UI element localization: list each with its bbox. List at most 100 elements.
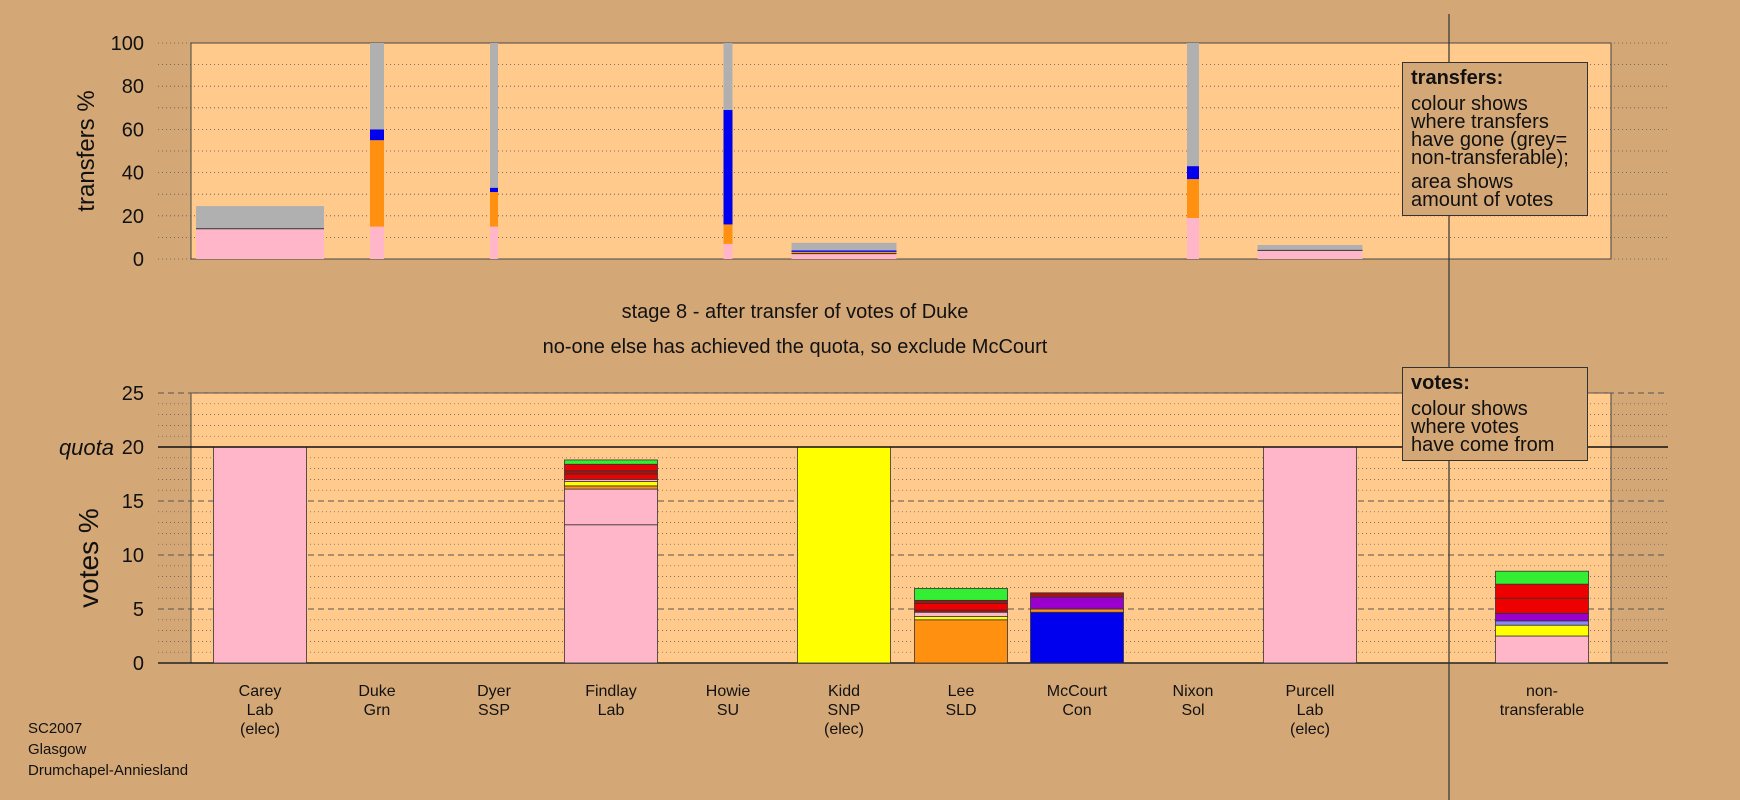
- transfers-tick-label: 60: [122, 119, 144, 141]
- candidate-label: SU: [717, 702, 739, 719]
- vote-bar-segment: [1495, 612, 1589, 622]
- transfers-chart: 0 20 40 60 80 100 transfers %: [73, 33, 1668, 271]
- candidate-label: SLD: [945, 702, 976, 719]
- votes-legend-line: colour shows: [1411, 398, 1528, 420]
- candidate-label: Purcell: [1286, 683, 1335, 700]
- transfers-legend-heading: transfers:: [1411, 67, 1504, 89]
- votes-tick-label: 20: [122, 437, 144, 459]
- transfer-bar-segment: [370, 226, 384, 259]
- election-name: SC2007: [28, 720, 83, 737]
- vote-bar-segment: [914, 588, 1008, 601]
- quota-label: quota: [59, 435, 114, 460]
- candidate-label: SSP: [478, 702, 510, 719]
- vote-bar-segment: [914, 603, 1008, 611]
- transfers-tick-label: 0: [133, 249, 144, 271]
- vote-bar-segment: [914, 611, 1008, 617]
- candidate-label: Findlay: [585, 683, 637, 700]
- transfers-legend-box: transfers: colour shows where transfers …: [1402, 62, 1588, 216]
- transfers-legend-line: colour shows: [1411, 93, 1528, 115]
- vote-bar-segment: [564, 470, 658, 475]
- council-name: Glasgow: [28, 741, 87, 758]
- transfer-bar-segment: [196, 228, 324, 259]
- transfers-legend-line: area shows: [1411, 171, 1514, 193]
- transfers-tick-label: 100: [111, 33, 144, 55]
- vote-bar-segment: [1495, 635, 1589, 664]
- vote-bar-segment: [1263, 446, 1357, 664]
- vote-bar-segment: [1495, 620, 1589, 626]
- candidate-label: Sol: [1181, 702, 1204, 719]
- transfer-bar-segment: [791, 250, 897, 252]
- transfer-bar-segment: [490, 226, 498, 259]
- vote-bar-segment: [1030, 608, 1124, 613]
- action-caption: no-one else has achieved the quota, so e…: [543, 336, 1048, 358]
- transfer-bar-segment: [1187, 179, 1199, 218]
- votes-tick-label: 0: [133, 653, 144, 675]
- transfers-tick-label: 80: [122, 76, 144, 98]
- transfer-bar-segment: [791, 251, 897, 254]
- transfer-bar-segment: [723, 224, 733, 244]
- transfer-bar-segment: [490, 43, 498, 188]
- transfer-bar-segment: [1187, 217, 1199, 259]
- candidate-label: Carey: [239, 683, 282, 700]
- vote-bar-segment: [1030, 596, 1124, 610]
- vote-bar-segment: [564, 485, 658, 490]
- transfer-bar-segment: [490, 192, 498, 227]
- candidate-label: Kidd: [828, 683, 860, 700]
- candidate-label: transferable: [1500, 702, 1585, 719]
- votes-tick-label: 5: [133, 599, 144, 621]
- stage-caption: stage 8 - after transfer of votes of Duk…: [622, 301, 969, 323]
- transfer-bar-segment: [196, 206, 324, 229]
- candidate-label: Grn: [364, 702, 391, 719]
- vote-bar-segment: [564, 481, 658, 487]
- transfers-legend-line: where transfers: [1411, 111, 1549, 133]
- vote-bar-segment: [564, 524, 658, 664]
- vote-bar-segment: [564, 463, 658, 472]
- votes-tick-label: 10: [122, 545, 144, 567]
- transfer-bar-segment: [1187, 43, 1199, 167]
- transfer-bar-segment: [791, 253, 897, 259]
- vote-bar-segment: [1495, 597, 1589, 614]
- ward-name: Drumchapel-Anniesland: [28, 762, 189, 779]
- vote-bar-segment: [564, 473, 658, 480]
- transfer-bar-segment: [1257, 244, 1363, 251]
- candidate-label: (elec): [1290, 721, 1330, 738]
- candidate-label: Lab: [598, 702, 625, 719]
- transfers-legend-line: amount of votes: [1411, 189, 1554, 211]
- candidate-label: Duke: [358, 683, 395, 700]
- vote-bar-segment: [213, 446, 307, 664]
- candidate-label: Lee: [948, 683, 975, 700]
- candidate-label: Howie: [706, 683, 751, 700]
- election-info: SC2007 Glasgow Drumchapel-Anniesland: [28, 718, 188, 781]
- transfers-legend-line: non-transferable);: [1411, 147, 1569, 169]
- candidate-label: (elec): [824, 721, 864, 738]
- transfer-bar-segment: [723, 109, 733, 225]
- transfers-axis-label: transfers %: [73, 90, 100, 211]
- transfer-bar-segment: [490, 187, 498, 193]
- candidate-label: SNP: [828, 702, 861, 719]
- vote-bar-segment: [1495, 570, 1589, 585]
- vote-bar-segment: [1030, 611, 1124, 664]
- vote-bar-segment: [564, 488, 658, 526]
- transfer-bar-segment: [370, 140, 384, 227]
- votes-legend-heading: votes:: [1411, 372, 1470, 394]
- votes-tick-label: 25: [122, 383, 144, 405]
- transfer-bar-segment: [370, 43, 384, 130]
- transfer-bar-segment: [723, 243, 733, 259]
- transfers-legend-line: have gone (grey=: [1411, 129, 1568, 151]
- transfers-tick-label: 40: [122, 163, 144, 185]
- votes-axis-label: votes %: [73, 508, 104, 608]
- candidate-label: Nixon: [1173, 683, 1214, 700]
- candidate-label: McCourt: [1047, 683, 1108, 700]
- vote-bar-segment: [1495, 583, 1589, 599]
- candidate-label: non-: [1526, 683, 1558, 700]
- vote-bar-segment: [1030, 592, 1124, 598]
- votes-legend-line: have come from: [1411, 434, 1555, 456]
- vote-bar-segment: [1495, 624, 1589, 637]
- transfer-bar-segment: [370, 129, 384, 141]
- transfer-bar-segment: [1187, 166, 1199, 180]
- votes-legend-box: votes: colour shows where votes have com…: [1402, 367, 1588, 461]
- candidate-label: Lab: [1297, 702, 1324, 719]
- transfer-bar-segment: [791, 242, 897, 251]
- votes-tick-label: 15: [122, 491, 144, 513]
